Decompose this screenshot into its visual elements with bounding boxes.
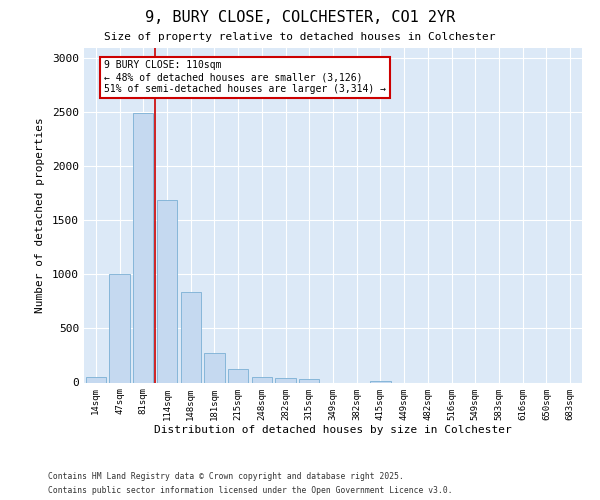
Bar bbox=[181, 292, 201, 382]
Bar bbox=[109, 274, 130, 382]
Text: Contains HM Land Registry data © Crown copyright and database right 2025.: Contains HM Land Registry data © Crown c… bbox=[48, 472, 404, 481]
Bar bbox=[133, 114, 154, 382]
Bar bbox=[370, 381, 391, 382]
Text: 9 BURY CLOSE: 110sqm
← 48% of detached houses are smaller (3,126)
51% of semi-de: 9 BURY CLOSE: 110sqm ← 48% of detached h… bbox=[104, 60, 386, 94]
Text: 9, BURY CLOSE, COLCHESTER, CO1 2YR: 9, BURY CLOSE, COLCHESTER, CO1 2YR bbox=[145, 10, 455, 25]
Bar bbox=[228, 369, 248, 382]
Text: Contains public sector information licensed under the Open Government Licence v3: Contains public sector information licen… bbox=[48, 486, 452, 495]
Bar bbox=[86, 377, 106, 382]
Bar bbox=[275, 378, 296, 382]
Y-axis label: Number of detached properties: Number of detached properties bbox=[35, 117, 45, 313]
Bar bbox=[157, 200, 177, 382]
Text: Size of property relative to detached houses in Colchester: Size of property relative to detached ho… bbox=[104, 32, 496, 42]
Bar bbox=[299, 380, 319, 382]
Bar bbox=[205, 354, 224, 382]
Bar bbox=[252, 376, 272, 382]
X-axis label: Distribution of detached houses by size in Colchester: Distribution of detached houses by size … bbox=[154, 425, 512, 435]
